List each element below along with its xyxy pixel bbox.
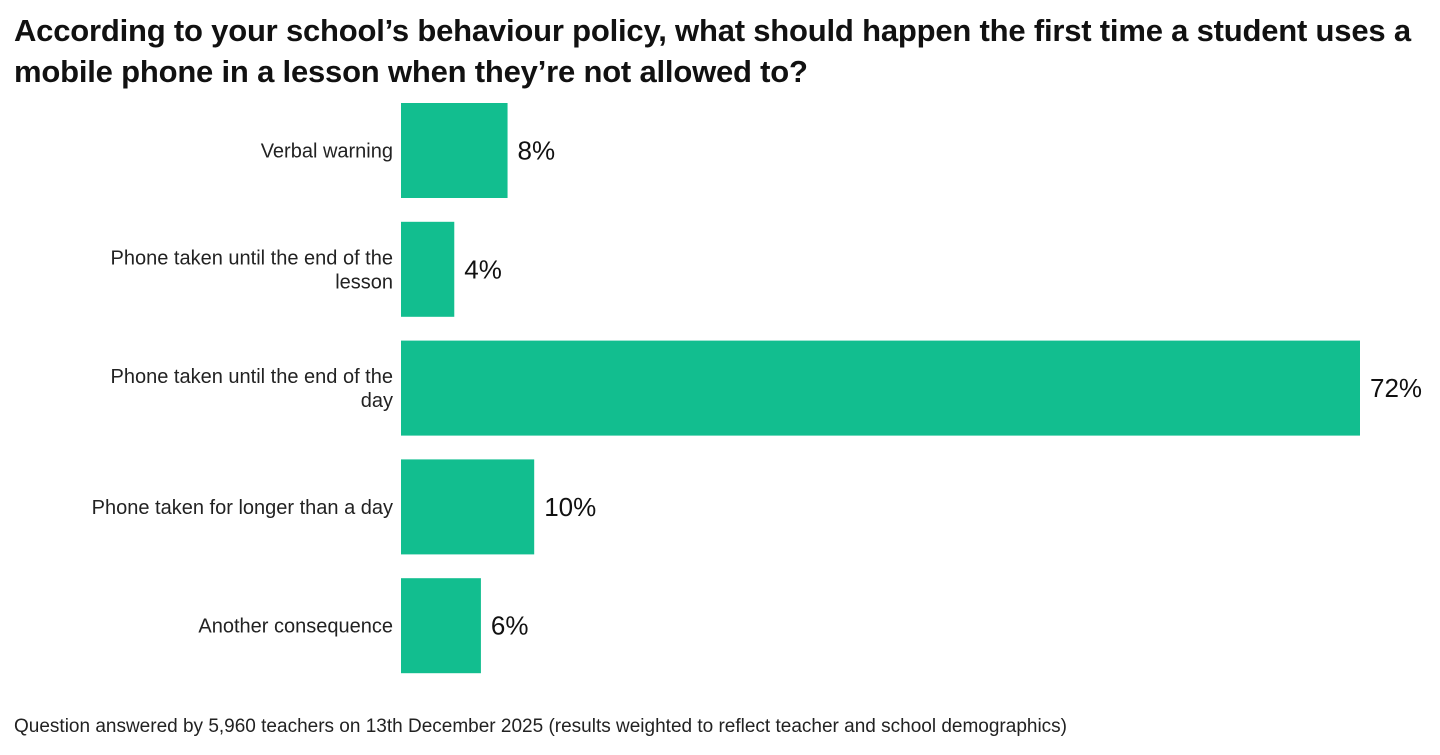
bar (401, 340, 1360, 436)
category-label: Phone taken until the end of the lesson (111, 247, 393, 293)
data-label: 8% (518, 136, 556, 166)
bar (401, 459, 535, 555)
data-label: 72% (1370, 373, 1422, 403)
category-label: Another consequence (198, 616, 393, 638)
data-label: 10% (544, 492, 596, 522)
data-label: 6% (491, 611, 529, 641)
footnote: Question answered by 5,960 teachers on 1… (14, 716, 1067, 737)
chart-title: According to your school’s behaviour pol… (14, 13, 1411, 89)
bar (401, 221, 455, 317)
data-label: 4% (464, 254, 502, 284)
bar (401, 103, 508, 198)
bar (401, 578, 481, 674)
category-label: Phone taken until the end of the day (111, 366, 393, 412)
category-label: Verbal warning (261, 141, 393, 163)
category-label: Phone taken for longer than a day (92, 497, 393, 519)
